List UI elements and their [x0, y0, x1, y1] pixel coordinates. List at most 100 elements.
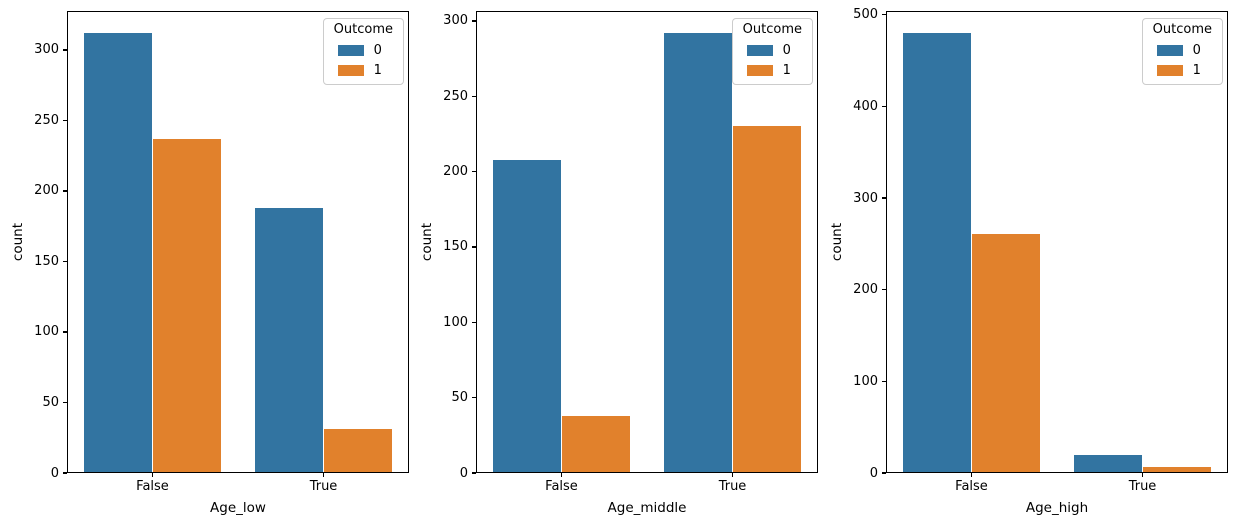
y-tick-mark-50 — [472, 397, 476, 399]
legend-title: Outcome — [1152, 22, 1212, 37]
y-tick-label-300: 300 — [853, 190, 878, 206]
y-tick-label-400: 400 — [853, 98, 878, 114]
x-tick-label-true: True — [1128, 479, 1157, 494]
y-axis-label-text: count — [829, 222, 845, 262]
y-tick-mark-300 — [882, 197, 886, 199]
x-tick-label-false: False — [136, 479, 169, 494]
y-tick-mark-100 — [882, 380, 886, 382]
y-tick-mark-0 — [882, 472, 886, 474]
y-tick-mark-300 — [472, 20, 476, 22]
x-axis-label: Age_low — [210, 500, 266, 516]
y-tick-label-100: 100 — [34, 324, 59, 340]
y-tick-label-250: 250 — [443, 88, 468, 104]
y-axis-label: count — [829, 11, 845, 473]
legend: Outcome 0 1 — [731, 18, 813, 85]
legend-label-outcome-0: 0 — [373, 43, 382, 58]
bar-true-outcome-0 — [664, 33, 733, 473]
bar-false-outcome-0 — [493, 159, 562, 473]
y-tick-mark-50 — [63, 401, 67, 404]
x-axis-label: Age_high — [1025, 500, 1089, 516]
y-tick-mark-0 — [472, 472, 476, 474]
y-tick-mark-300 — [63, 49, 67, 51]
y-tick-mark-500 — [882, 14, 886, 16]
bar-false-outcome-0 — [84, 33, 153, 473]
legend-swatch-outcome-1 — [337, 65, 364, 76]
bar-true-outcome-1 — [323, 429, 392, 473]
y-tick-label-500: 500 — [853, 7, 878, 23]
y-tick-label-200: 200 — [853, 282, 878, 298]
y-tick-label-0: 0 — [459, 465, 468, 481]
legend-title: Outcome — [742, 22, 802, 37]
legend-label-outcome-1: 1 — [782, 63, 791, 78]
legend-swatch-outcome-0 — [746, 45, 773, 56]
y-tick-mark-200 — [63, 190, 67, 192]
x-tick-mark-true — [322, 473, 325, 477]
y-tick-label-250: 250 — [34, 112, 59, 128]
legend-label-outcome-0: 0 — [782, 43, 791, 58]
y-tick-label-0: 0 — [50, 465, 59, 481]
legend-entry-outcome-1: 1 — [741, 63, 804, 78]
legend-swatch-outcome-0 — [1156, 45, 1183, 56]
legend-swatch-outcome-0 — [337, 45, 364, 56]
x-tick-label-false: False — [955, 479, 988, 494]
x-tick-mark-true — [1141, 473, 1144, 477]
bar-true-outcome-0 — [255, 207, 324, 473]
y-tick-label-300: 300 — [34, 42, 59, 58]
x-tick-mark-true — [731, 473, 734, 477]
x-tick-label-true: True — [309, 479, 338, 494]
bar-false-outcome-1 — [152, 138, 221, 473]
legend-label-outcome-1: 1 — [373, 63, 382, 78]
legend: Outcome 0 1 — [322, 18, 404, 85]
y-tick-label-200: 200 — [443, 164, 468, 180]
bar-true-outcome-1 — [1142, 466, 1211, 473]
y-tick-label-50: 50 — [451, 390, 468, 406]
x-tick-mark-false — [970, 473, 973, 477]
y-tick-mark-100 — [63, 331, 67, 333]
y-tick-label-0: 0 — [869, 465, 878, 481]
x-tick-mark-false — [151, 473, 154, 477]
y-tick-label-50: 50 — [42, 394, 59, 410]
legend-entry-outcome-1: 1 — [1151, 63, 1214, 78]
y-tick-mark-250 — [63, 119, 67, 122]
legend-swatch-outcome-1 — [746, 65, 773, 76]
plot-area — [67, 11, 409, 473]
y-tick-label-150: 150 — [443, 239, 468, 255]
bar-false-outcome-0 — [903, 33, 972, 473]
bar-false-outcome-1 — [561, 415, 630, 473]
legend: Outcome 0 1 — [1141, 18, 1223, 85]
y-tick-mark-100 — [472, 321, 476, 323]
y-tick-label-300: 300 — [443, 13, 468, 29]
y-tick-label-100: 100 — [443, 314, 468, 330]
x-axis-label: Age_middle — [607, 500, 687, 516]
y-tick-label-100: 100 — [853, 373, 878, 389]
legend-entry-outcome-1: 1 — [332, 63, 395, 78]
y-tick-label-150: 150 — [34, 253, 59, 269]
legend-swatch-outcome-1 — [1156, 65, 1183, 76]
plot-area — [476, 11, 818, 473]
legend-label-outcome-1: 1 — [1192, 63, 1201, 78]
y-tick-mark-400 — [882, 105, 886, 107]
legend-title: Outcome — [333, 22, 393, 37]
legend-label-outcome-0: 0 — [1192, 43, 1201, 58]
y-tick-mark-250 — [472, 95, 476, 97]
plot-area — [886, 11, 1228, 473]
legend-entry-outcome-0: 0 — [332, 43, 395, 58]
legend-entry-outcome-0: 0 — [1151, 43, 1214, 58]
y-tick-label-200: 200 — [34, 183, 59, 199]
y-tick-mark-150 — [63, 260, 67, 263]
subplot-age-high: count Age_high Outcome 0 1 0 100 200 300 400… — [829, 7, 1228, 516]
y-tick-mark-0 — [63, 472, 67, 474]
bar-false-outcome-1 — [971, 233, 1040, 473]
x-tick-mark-false — [560, 473, 563, 477]
bar-true-outcome-0 — [1074, 454, 1143, 473]
y-tick-mark-150 — [472, 246, 476, 248]
y-tick-mark-200 — [882, 289, 886, 291]
y-tick-mark-200 — [472, 171, 476, 173]
subplot-age-middle: count Age_middle Outcome 0 1 0 50 100 150 20… — [419, 11, 818, 516]
x-tick-label-true: True — [718, 479, 747, 494]
bar-true-outcome-1 — [732, 126, 801, 473]
x-tick-label-false: False — [545, 479, 578, 494]
subplot-age-low: count Age_low Outcome 0 1 0 50 100 150 200 25… — [10, 11, 409, 516]
legend-entry-outcome-0: 0 — [741, 43, 804, 58]
